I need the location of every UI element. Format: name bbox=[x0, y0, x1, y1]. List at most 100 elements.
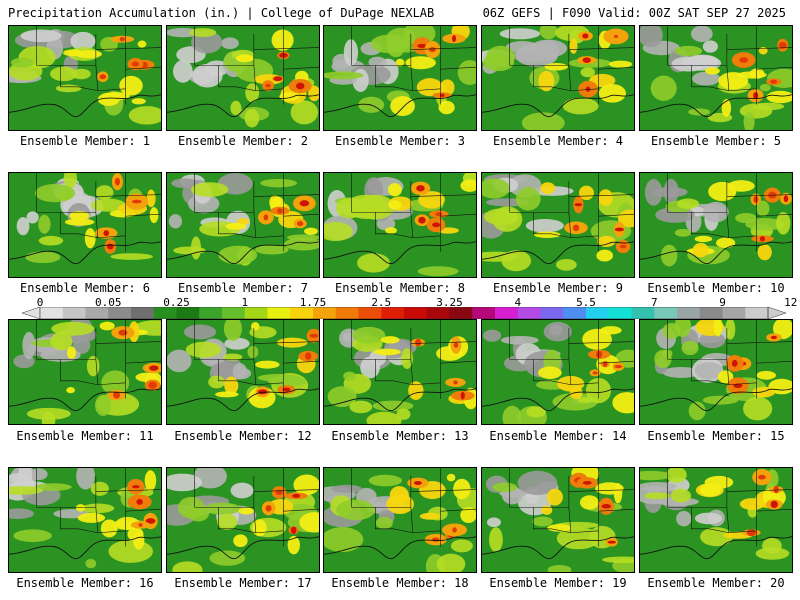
colorbar-tick-label: 1 bbox=[241, 296, 249, 309]
precip-field bbox=[9, 26, 161, 130]
map-title: Precipitation Accumulation (in.) | Colle… bbox=[8, 6, 435, 20]
ensemble-member-label: Ensemble Member: 20 bbox=[647, 576, 785, 590]
precip-field bbox=[324, 173, 476, 277]
colorbar-segment bbox=[176, 307, 200, 319]
colorbar-tick-label: 0 bbox=[36, 296, 44, 309]
precip-field bbox=[482, 320, 634, 424]
colorbar-segment bbox=[335, 307, 359, 319]
ensemble-member-label: Ensemble Member: 1 bbox=[19, 134, 151, 148]
ensemble-member-label: Ensemble Member: 15 bbox=[647, 429, 785, 443]
colorbar-segment bbox=[313, 307, 337, 319]
precip-field bbox=[482, 468, 634, 572]
colorbar-segment bbox=[517, 307, 541, 319]
ensemble-member-map bbox=[481, 319, 635, 425]
colorbar-segment bbox=[358, 307, 382, 319]
precip-field bbox=[9, 320, 161, 424]
colorbar-tick-label: 12 bbox=[784, 296, 798, 309]
colorbar-tick-label: 0.05 bbox=[95, 296, 122, 309]
ensemble-member-map bbox=[323, 172, 477, 278]
ensemble-member-map bbox=[166, 25, 320, 131]
ensemble-member-label: Ensemble Member: 19 bbox=[489, 576, 627, 590]
colorbar-segment bbox=[586, 307, 610, 319]
precip-field bbox=[324, 320, 476, 424]
ensemble-member-label: Ensemble Member: 7 bbox=[177, 281, 309, 295]
ensemble-member-map bbox=[639, 319, 793, 425]
precip-field bbox=[640, 173, 792, 277]
ensemble-member-label: Ensemble Member: 16 bbox=[16, 576, 154, 590]
colorbar-tick-label: 0.25 bbox=[163, 296, 190, 309]
colorbar-segment bbox=[699, 307, 723, 319]
model-run-info: 06Z GEFS | F090 Valid: 00Z SAT SEP 27 20… bbox=[482, 6, 786, 20]
ensemble-member-map bbox=[481, 25, 635, 131]
colorbar-segment bbox=[654, 307, 678, 319]
ensemble-member-label: Ensemble Member: 3 bbox=[334, 134, 466, 148]
colorbar-segment bbox=[472, 307, 496, 319]
precip-field bbox=[167, 468, 319, 572]
colorbar-segment bbox=[40, 307, 64, 319]
ensemble-member-label: Ensemble Member: 8 bbox=[334, 281, 466, 295]
colorbar-segment bbox=[222, 307, 246, 319]
colorbar-segment bbox=[540, 307, 564, 319]
colorbar-tick-label: 5.5 bbox=[576, 296, 596, 309]
precip-field bbox=[482, 173, 634, 277]
colorbar-segment bbox=[426, 307, 450, 319]
colorbar-segment bbox=[563, 307, 587, 319]
precip-field bbox=[167, 173, 319, 277]
ensemble-member-map bbox=[639, 172, 793, 278]
colorbar-tick-label: 2.5 bbox=[371, 296, 392, 309]
ensemble-member-map bbox=[8, 467, 162, 573]
ensemble-member-map bbox=[481, 172, 635, 278]
ensemble-member-label: Ensemble Member: 5 bbox=[650, 134, 782, 148]
colorbar-segment bbox=[631, 307, 655, 319]
colorbar-segment bbox=[85, 307, 109, 319]
precip-field bbox=[640, 320, 792, 424]
colorbar-segment bbox=[745, 307, 769, 319]
colorbar-segment bbox=[404, 307, 428, 319]
colorbar-segment bbox=[267, 307, 291, 319]
colorbar-tick-label: 9 bbox=[719, 296, 726, 309]
colorbar-segment bbox=[495, 307, 519, 319]
colorbar-tick-label: 7 bbox=[650, 296, 658, 309]
ensemble-member-label: Ensemble Member: 12 bbox=[174, 429, 312, 443]
colorbar-segment bbox=[449, 307, 473, 319]
ensemble-member-label: Ensemble Member: 18 bbox=[331, 576, 469, 590]
colorbar-segment bbox=[677, 307, 701, 319]
ensemble-member-label: Ensemble Member: 4 bbox=[492, 134, 624, 148]
precip-field bbox=[167, 26, 319, 130]
precip-field bbox=[324, 26, 476, 130]
colorbar-tick-label: 3.25 bbox=[436, 296, 463, 309]
ensemble-member-map bbox=[323, 467, 477, 573]
colorbar-graphic bbox=[22, 307, 786, 319]
colorbar-segment bbox=[131, 307, 155, 319]
precip-field bbox=[9, 173, 161, 277]
ensemble-member-map bbox=[639, 25, 793, 131]
ensemble-member-label: Ensemble Member: 10 bbox=[647, 281, 785, 295]
ensemble-member-map bbox=[166, 319, 320, 425]
ensemble-member-map bbox=[166, 467, 320, 573]
colorbar-tick-label: 1.75 bbox=[299, 296, 327, 309]
ensemble-member-label: Ensemble Member: 9 bbox=[492, 281, 624, 295]
colorbar-segment bbox=[199, 307, 223, 319]
precip-field bbox=[167, 320, 319, 424]
colorbar-segment bbox=[153, 307, 177, 319]
ensemble-member-map bbox=[8, 172, 162, 278]
ensemble-member-label: Ensemble Member: 2 bbox=[177, 134, 309, 148]
ensemble-member-map bbox=[323, 319, 477, 425]
ensemble-member-label: Ensemble Member: 11 bbox=[16, 429, 154, 443]
precip-field bbox=[324, 468, 476, 572]
colorbar-segment bbox=[62, 307, 86, 319]
precip-field bbox=[640, 26, 792, 130]
ensemble-member-map bbox=[481, 467, 635, 573]
ensemble-member-label: Ensemble Member: 13 bbox=[331, 429, 469, 443]
ensemble-member-map bbox=[323, 25, 477, 131]
ensemble-member-label: Ensemble Member: 14 bbox=[489, 429, 627, 443]
colorbar-segment bbox=[290, 307, 314, 319]
ensemble-member-map bbox=[639, 467, 793, 573]
ensemble-member-map bbox=[8, 25, 162, 131]
ensemble-member-label: Ensemble Member: 6 bbox=[19, 281, 151, 295]
colorbar-segment bbox=[108, 307, 132, 319]
colorbar bbox=[22, 307, 786, 319]
colorbar-segment bbox=[381, 307, 405, 319]
colorbar-segment bbox=[608, 307, 632, 319]
ensemble-member-map bbox=[8, 319, 162, 425]
